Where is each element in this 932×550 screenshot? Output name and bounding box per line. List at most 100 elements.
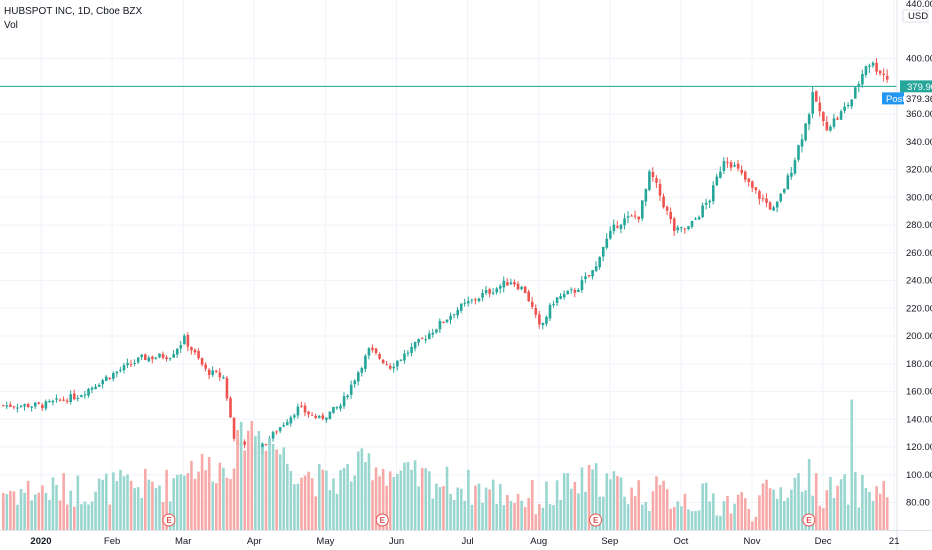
earnings-marker[interactable] [375,513,389,527]
volume-bar [413,460,417,530]
volume-bar [712,493,715,530]
volume-bar [690,511,694,530]
candle-up [346,395,349,398]
price-tick-label: 180.00 [906,359,932,370]
time-tick-label: Jun [389,536,404,547]
candle-up [431,332,435,335]
candle-up [396,360,399,367]
volume-bar [719,515,722,530]
candle-up [559,296,562,299]
volume-bar [680,506,683,530]
volume-bar [722,501,726,530]
candle-down [371,347,374,350]
currency-label: USD [908,11,928,22]
price-tick-label: 260.00 [906,248,932,259]
volume-bar [30,500,33,530]
volume-bar [580,467,584,530]
volume-bar [218,462,222,530]
volume-bar [491,479,495,530]
candle-down [190,347,193,351]
candle-up [5,405,9,407]
volume-bar [854,471,857,530]
volume-bar [470,504,474,530]
volume-bar [601,496,605,530]
volume-bar [293,484,296,530]
candle-down [186,335,190,347]
candle-down [41,404,44,409]
candle-down [747,178,751,183]
candle-down [726,162,729,164]
candle-up [570,289,573,291]
candle-up [438,320,442,330]
candle-up [811,92,814,114]
candle-up [33,402,37,407]
earnings-marker[interactable] [589,513,603,527]
candle-up [605,238,609,248]
volume-bar [26,480,30,530]
candle-down [818,102,822,112]
volume-bar [381,468,385,530]
candle-up [435,329,438,333]
candle-up [90,387,94,390]
candle-up [491,292,495,294]
candle-up [183,335,186,345]
candle-up [55,398,58,400]
candle-down [300,405,303,407]
candle-down [885,75,889,80]
candle-up [452,314,456,316]
volume-bar [278,454,282,530]
candle-down [321,415,325,419]
volume-bar [754,516,758,530]
candle-down [587,274,591,276]
candle-down [307,411,310,415]
candle-up [839,111,843,120]
volume-bar [172,478,175,530]
candle-up [147,357,151,362]
candle-up [80,395,83,398]
candle-up [87,388,90,396]
candle-up [807,114,811,125]
volume-bar [676,501,680,530]
volume-bar [548,504,552,530]
candle-down [743,171,747,180]
candle-up [76,398,80,400]
candle-up [325,417,328,420]
volume-bar [506,494,509,530]
volume-bar [332,478,335,530]
volume-bar [800,491,804,530]
volume-bar [452,499,456,530]
candle-down [218,372,222,378]
volume-bar [633,496,637,530]
candle-up [19,405,23,407]
volume-bar [570,488,573,530]
volume-bar [541,507,545,530]
volume-bar [90,501,94,530]
volume-bar [94,491,97,530]
candle-up [179,345,183,349]
earnings-marker[interactable] [162,513,176,527]
volume-bar [186,473,190,530]
volume-bar [136,487,140,530]
time-tick-label: Dec [815,536,832,547]
volume-bar [459,488,463,530]
volume-bar [243,450,246,530]
volume-bar [783,500,786,530]
volume-bar [449,493,452,530]
candle-up [456,309,459,316]
time-tick-label: May [316,536,334,547]
volume-bar [619,477,623,530]
candle-down [243,441,246,445]
candle-down [474,299,477,301]
volume-bar [19,489,23,530]
volume-bar [552,505,555,530]
earnings-marker[interactable] [802,513,816,527]
candle-up [168,358,172,360]
volume-bar [5,494,9,530]
volume-bar [768,488,772,530]
candle-down [488,289,491,294]
candle-up [353,380,357,385]
candle-up [459,303,463,311]
candle-up [367,348,371,356]
